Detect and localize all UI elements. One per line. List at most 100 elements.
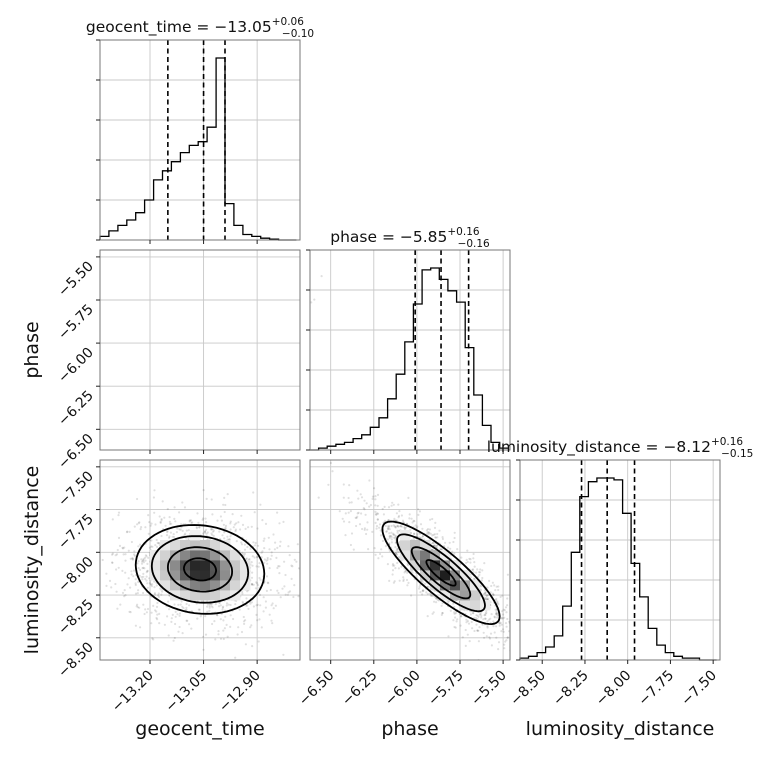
sample-point [174, 302, 176, 304]
sample-point [187, 328, 189, 330]
sample-point [219, 317, 221, 319]
sample-point [472, 568, 475, 571]
sample-point [183, 506, 187, 509]
sample-point [231, 323, 233, 325]
contour-level-1 [425, 559, 457, 587]
sample-point [159, 361, 161, 363]
sample-point [191, 291, 193, 293]
sample-point [129, 611, 132, 614]
sample-point [251, 645, 254, 648]
sample-point [235, 540, 238, 543]
sample-point [142, 575, 145, 578]
sample-point [165, 357, 167, 359]
sample-point [152, 638, 155, 641]
sample-point [213, 308, 215, 310]
sample-point [204, 326, 206, 328]
density-cell [210, 350, 220, 360]
sample-point [376, 493, 380, 496]
sample-point [223, 267, 225, 269]
sample-point [170, 360, 172, 362]
sample-point [211, 513, 214, 516]
sample-point [204, 315, 206, 317]
sample-point [204, 331, 206, 333]
sample-point [149, 582, 152, 586]
sample-point [536, 639, 538, 641]
sample-point [239, 276, 241, 278]
sample-point [157, 542, 160, 545]
sample-point [208, 271, 210, 273]
sample-point [167, 345, 169, 347]
sample-point [248, 321, 250, 323]
sample-point [185, 306, 187, 308]
sample-point [137, 545, 140, 548]
sample-point [139, 397, 141, 399]
sample-point [199, 324, 201, 326]
sample-point [151, 352, 153, 354]
sample-point [165, 336, 167, 338]
sample-point [217, 278, 219, 280]
sample-point [214, 329, 216, 331]
sample-point [358, 523, 362, 526]
sample-point [421, 527, 424, 530]
sample-point [160, 344, 162, 346]
sample-point [191, 327, 193, 329]
sample-point [154, 337, 156, 339]
sample-point [376, 518, 379, 521]
sample-point [182, 381, 184, 383]
sample-point [139, 294, 141, 296]
sample-point [236, 315, 238, 317]
sample-point [152, 282, 154, 284]
density-cell [170, 580, 181, 591]
density-cell [190, 300, 200, 310]
sample-point [168, 262, 170, 264]
sample-point [157, 313, 159, 315]
sample-point [220, 323, 222, 325]
sample-point [478, 571, 481, 574]
sample-point [174, 615, 177, 618]
sample-point [177, 274, 179, 276]
sample-point [145, 351, 147, 353]
sample-point [235, 334, 237, 336]
sample-point [156, 618, 159, 621]
sample-point [233, 319, 235, 321]
sample-point [216, 388, 218, 390]
sample-point [501, 628, 505, 631]
density-cell [170, 330, 180, 340]
sample-point [393, 533, 396, 537]
sample-point [220, 402, 222, 404]
sample-point [190, 351, 192, 353]
sample-point [118, 320, 120, 322]
sample-point [188, 323, 190, 325]
sample-point [205, 497, 208, 500]
sample-point [347, 511, 350, 514]
density-cell [210, 310, 220, 320]
sample-point [210, 498, 213, 501]
sample-point [171, 282, 173, 284]
sample-point [185, 606, 188, 609]
sample-point [475, 614, 478, 617]
sample-point [178, 287, 180, 289]
sample-point [158, 305, 160, 307]
sample-point [198, 356, 200, 358]
sample-point [88, 539, 90, 541]
sample-point [485, 611, 488, 615]
sample-point [278, 545, 282, 548]
sample-point [213, 370, 215, 372]
sample-point [188, 604, 191, 607]
sample-point [160, 320, 162, 322]
sample-point [497, 588, 500, 592]
sample-point [264, 304, 266, 306]
density-cell [190, 560, 201, 571]
sample-point [117, 536, 121, 540]
sample-point [173, 535, 176, 539]
sample-point [124, 306, 126, 308]
sample-point [158, 622, 161, 625]
sample-point [176, 314, 178, 316]
density-cell [230, 320, 240, 330]
sample-point [221, 340, 223, 342]
density-cell [220, 560, 231, 571]
sample-point [115, 553, 119, 556]
sample-point [260, 258, 262, 260]
sample-point [144, 347, 146, 349]
sample-point [182, 268, 184, 270]
